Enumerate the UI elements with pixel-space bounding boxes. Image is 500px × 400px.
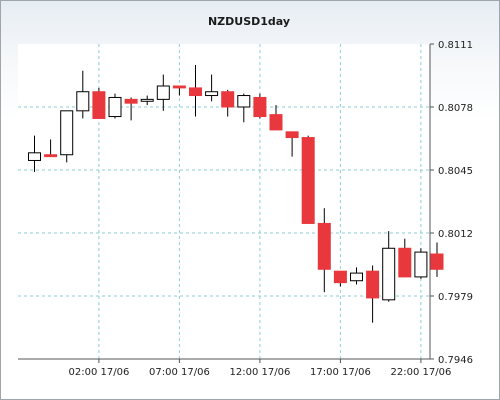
- candle-body-down: [172, 85, 186, 89]
- axes: 0.8111 0.8078 0.8045 0.8012 0.7979 0.7946 02:0…: [18, 40, 473, 378]
- candle-body-up: [28, 152, 41, 161]
- candle-body-down: [333, 270, 347, 284]
- y-tick-label: 0.7946: [438, 355, 473, 366]
- candle-body-down: [253, 96, 267, 118]
- candle-body-up: [205, 91, 219, 97]
- y-tick-label: 0.7979: [438, 292, 473, 303]
- candles: [28, 65, 444, 323]
- grid: [18, 44, 430, 359]
- candle-body-down: [430, 253, 444, 270]
- candle-body-down: [301, 137, 315, 224]
- candle-body-down: [366, 270, 380, 299]
- x-tick-label: 22:00 17/06: [390, 367, 451, 378]
- y-tick-label: 0.8012: [438, 229, 473, 240]
- x-tick-label: 02:00 17/06: [68, 367, 129, 378]
- candle-body-down: [285, 131, 299, 139]
- candle-body-down: [221, 91, 235, 108]
- y-tick-label: 0.8078: [438, 103, 473, 114]
- candle-body-up: [76, 91, 90, 112]
- candle-body-up: [350, 272, 363, 282]
- chart-title: NZDUSD1day: [208, 15, 290, 28]
- candle-body-up: [156, 85, 170, 100]
- candle-body-down: [398, 247, 412, 278]
- x-tick-label: 17:00 17/06: [310, 367, 371, 378]
- candle-body-down: [189, 87, 202, 97]
- candle-body-down: [317, 222, 331, 270]
- y-tick-label: 0.8045: [438, 166, 473, 177]
- y-tick-label: 0.8111: [438, 40, 473, 51]
- candle-body-up: [382, 247, 396, 301]
- candle-body-up: [237, 95, 251, 108]
- candle-body-up: [414, 251, 428, 278]
- candle-body-down: [269, 114, 283, 131]
- candle-body-down: [124, 98, 138, 104]
- x-tick-label: 12:00 17/06: [229, 367, 290, 378]
- candle-body-up: [108, 96, 122, 118]
- candle-body-up: [140, 98, 154, 102]
- candle-body-down: [92, 91, 106, 119]
- x-tick-label: 07:00 17/06: [149, 367, 210, 378]
- candle-body-down: [44, 154, 58, 158]
- candle-body-up: [60, 110, 74, 156]
